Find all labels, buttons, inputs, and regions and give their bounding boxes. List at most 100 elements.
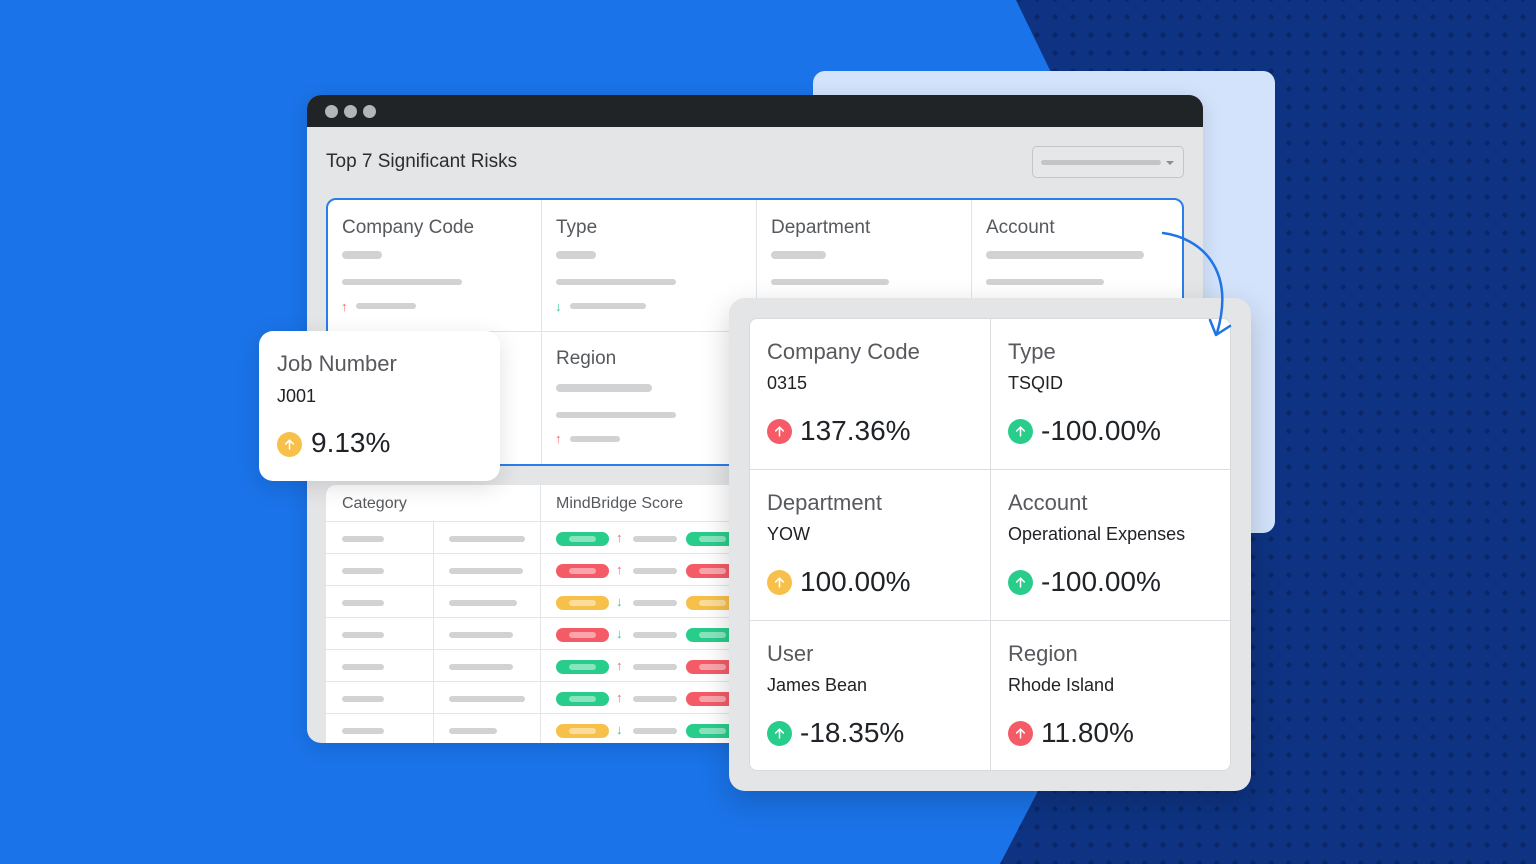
arrow-up-icon: ↑: [616, 690, 623, 705]
cell-placeholder: [449, 664, 513, 670]
score-pill: [686, 692, 739, 706]
grid-cell-company-code[interactable]: Company Code ↑: [328, 200, 542, 332]
window-titlebar: [307, 95, 1203, 127]
trend-up-icon: [1008, 721, 1033, 746]
trend-up-icon: [1008, 419, 1033, 444]
grid-cell-job-number[interactable]: [328, 332, 542, 464]
trend-up-icon: [277, 432, 302, 457]
detail-cell-department[interactable]: Department YOW 100.00%: [750, 470, 991, 621]
cell-placeholder: [342, 728, 384, 734]
cell-percent: -100.00%: [1041, 566, 1161, 597]
card-value: J001: [277, 386, 317, 406]
cell-label: Account: [986, 217, 1055, 238]
cell-placeholder: [449, 728, 497, 734]
detail-cell-company-code[interactable]: Company Code 0315 137.36%: [750, 319, 991, 470]
score-pill: [556, 692, 609, 706]
cell-placeholder: [633, 664, 677, 670]
grid-cell-type[interactable]: Type ↓: [542, 200, 757, 332]
score-pill: [686, 628, 739, 642]
cell-label: Company Code: [342, 217, 475, 238]
detail-cell-user[interactable]: User James Bean -18.35%: [750, 621, 991, 770]
cell-placeholder: [342, 664, 384, 670]
score-pill: [556, 660, 609, 674]
cell-label: Department: [771, 217, 871, 238]
cell-placeholder: [449, 536, 525, 542]
risk-detail-grid: Company Code 0315 137.36% Type TSQID -10…: [749, 318, 1231, 771]
trend-up-icon: [767, 419, 792, 444]
cell-percent: 100.00%: [800, 566, 911, 597]
cell-placeholder: [449, 600, 517, 606]
cell-value: James Bean: [767, 675, 868, 695]
score-pill: [686, 724, 739, 738]
arrow-up-icon: ↑: [341, 299, 348, 314]
cell-placeholder: [342, 696, 384, 702]
detail-cell-type[interactable]: Type TSQID -100.00%: [991, 319, 1230, 470]
column-header-category[interactable]: Category: [342, 495, 407, 512]
score-pill: [686, 660, 739, 674]
cell-label: Account: [1008, 490, 1088, 515]
cell-placeholder: [633, 632, 677, 638]
window-close-dot[interactable]: [325, 104, 338, 118]
arrow-up-icon: ↑: [555, 431, 562, 446]
score-pill: [686, 532, 739, 546]
cell-label: Company Code: [767, 339, 920, 364]
score-pill: [556, 564, 609, 578]
chevron-down-icon: [1166, 161, 1174, 165]
job-number-card[interactable]: Job Number J001 9.13%: [259, 331, 500, 481]
cell-value: YOW: [767, 524, 810, 544]
page-title: Top 7 Significant Risks: [326, 151, 518, 172]
grid-cell-region[interactable]: Region ↑: [542, 332, 757, 464]
cell-label: Region: [556, 348, 617, 369]
cell-placeholder: [342, 632, 384, 638]
cell-label: Department: [767, 490, 882, 515]
cell-label: Region: [1008, 641, 1078, 666]
cell-percent: -18.35%: [800, 717, 905, 748]
card-label: Job Number: [277, 351, 397, 376]
detail-cell-account[interactable]: Account Operational Expenses -100.00%: [991, 470, 1230, 621]
cell-placeholder: [449, 568, 523, 574]
cell-value: Operational Expenses: [1008, 524, 1186, 544]
arrow-down-icon: ↓: [555, 299, 562, 314]
cell-placeholder: [633, 600, 677, 606]
cell-placeholder: [342, 600, 384, 606]
dropdown-value-placeholder: [1041, 160, 1161, 165]
cell-value: 0315: [767, 373, 808, 393]
column-header-mindbridge-score[interactable]: MindBridge Score: [556, 495, 684, 512]
detail-cell-region[interactable]: Region Rhode Island 11.80%: [991, 621, 1230, 770]
cell-percent: -100.00%: [1041, 415, 1161, 446]
score-pill: [686, 564, 739, 578]
cell-placeholder: [633, 728, 677, 734]
card-percent: 9.13%: [311, 427, 391, 458]
cell-placeholder: [449, 632, 513, 638]
cell-value: TSQID: [1008, 373, 1064, 393]
cell-placeholder: [342, 568, 384, 574]
score-pill: [556, 532, 609, 546]
cell-placeholder: [633, 536, 677, 542]
cell-placeholder: [449, 696, 525, 702]
filter-dropdown[interactable]: [1032, 146, 1184, 178]
trend-up-icon: [767, 570, 792, 595]
score-pill: [556, 724, 609, 738]
cell-label: Type: [1008, 339, 1056, 364]
risk-detail-card: Company Code 0315 137.36% Type TSQID -10…: [729, 298, 1251, 791]
arrow-down-icon: ↓: [616, 594, 623, 609]
cell-placeholder: [633, 696, 677, 702]
cell-percent: 11.80%: [1041, 717, 1134, 748]
cell-value: Rhode Island: [1008, 675, 1115, 695]
arrow-down-icon: ↓: [616, 722, 623, 737]
table-row[interactable]: ↓: [326, 714, 1203, 743]
cell-percent: 137.36%: [800, 415, 911, 446]
arrow-up-icon: ↑: [616, 530, 623, 545]
arrow-up-icon: ↑: [616, 658, 623, 673]
score-pill: [556, 628, 609, 642]
cell-label: User: [767, 641, 814, 666]
arrow-down-icon: ↓: [616, 626, 623, 641]
window-maximize-dot[interactable]: [363, 104, 376, 118]
window-minimize-dot[interactable]: [344, 104, 357, 118]
score-pill: [556, 596, 609, 610]
score-pill: [686, 596, 739, 610]
arrow-up-icon: ↑: [616, 562, 623, 577]
trend-up-icon: [1008, 570, 1033, 595]
cell-label: Type: [556, 217, 598, 238]
cell-placeholder: [342, 536, 384, 542]
